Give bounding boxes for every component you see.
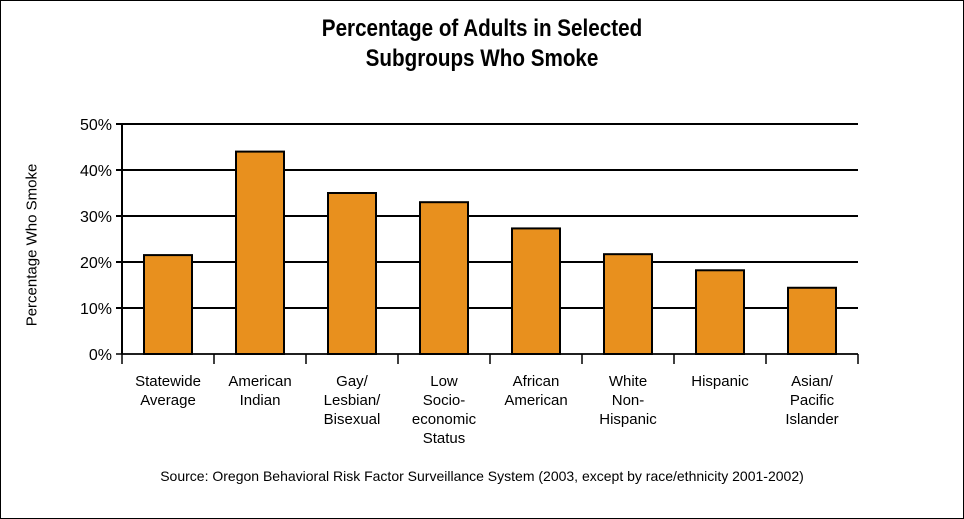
x-category-label-line: Status xyxy=(423,430,466,447)
bar xyxy=(235,150,285,355)
bar xyxy=(143,254,193,356)
x-category-label-line: Indian xyxy=(240,392,281,409)
y-tick-label: 0% xyxy=(89,347,112,364)
x-category-label-line: Hispanic xyxy=(599,411,657,428)
x-category-label-line: Gay/ xyxy=(336,373,369,390)
x-category-label: Low Socio-economic Status xyxy=(412,373,477,447)
chart-title-line-1: Percentage of Adults in Selected xyxy=(321,15,643,42)
x-category-label-line: economic xyxy=(412,411,477,428)
x-category-label-line: Average xyxy=(140,392,196,409)
x-category-label: Hispanic xyxy=(691,373,749,390)
x-category-label-line: Hispanic xyxy=(691,373,749,390)
bar xyxy=(511,227,561,355)
y-tick-label: 50% xyxy=(80,117,112,134)
x-category-label: African American xyxy=(504,373,567,409)
x-category-label-line: Statewide xyxy=(135,373,201,390)
bar xyxy=(695,269,745,355)
chart-title-line-2: Subgroups Who Smoke xyxy=(365,45,599,72)
source-note: Source: Oregon Behavioral Risk Factor Su… xyxy=(160,468,804,484)
x-category-label-line: American xyxy=(504,392,567,409)
x-category-label-line: Non- xyxy=(612,392,645,409)
bar xyxy=(419,201,469,355)
x-category-label-line: Socio- xyxy=(423,392,466,409)
x-category-label-line: Low xyxy=(430,373,458,390)
y-tick-label: 10% xyxy=(80,301,112,318)
y-tick-label: 20% xyxy=(80,255,112,272)
y-tick-label: 40% xyxy=(80,163,112,180)
x-category-label-line: White xyxy=(609,373,647,390)
x-category-label-line: Lesbian/ xyxy=(324,392,382,409)
bar xyxy=(327,192,377,355)
x-category-label-line: American xyxy=(228,373,291,390)
x-category-label: American Indian xyxy=(228,373,291,409)
y-tick-label: 30% xyxy=(80,209,112,226)
x-category-label: Statewide Average xyxy=(135,373,201,409)
x-category-label: Asian/Pacific Islander xyxy=(785,373,838,428)
bar xyxy=(787,286,837,356)
bar xyxy=(603,253,653,355)
x-category-label-line: Islander xyxy=(785,411,838,428)
x-category-label-line: Bisexual xyxy=(324,411,381,428)
x-category-label: White Non- Hispanic xyxy=(599,373,657,428)
x-category-label-line: Asian/ xyxy=(791,373,834,390)
x-category-label-line: African xyxy=(513,373,560,390)
x-category-label: Gay/Lesbian/Bisexual xyxy=(324,373,382,428)
x-category-label-line: Pacific xyxy=(790,392,835,409)
chart-title: Percentage of Adults in Selected Subgrou… xyxy=(67,14,896,74)
